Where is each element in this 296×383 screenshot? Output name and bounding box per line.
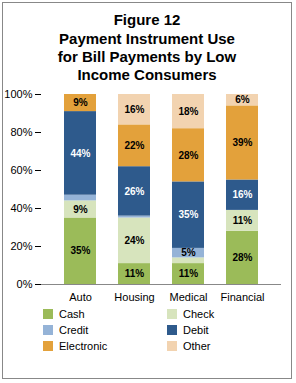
html-text:Payment Instrument Use for Bil: Payment Instrument Use for Bill Payments… bbox=[57, 30, 237, 83]
html-text:Figure 12: Figure 12 bbox=[113, 11, 181, 28]
svg-text:0%: 0% bbox=[17, 278, 33, 290]
svg-text:9%: 9% bbox=[73, 204, 88, 215]
html-text:Cash: Cash bbox=[59, 308, 85, 320]
svg-text:28%: 28% bbox=[232, 252, 252, 263]
svg-text:28%: 28% bbox=[178, 150, 198, 161]
svg-text:18%: 18% bbox=[178, 106, 198, 117]
svg-text:9%: 9% bbox=[73, 97, 88, 108]
svg-text:26%: 26% bbox=[124, 186, 144, 197]
html-text:Other: Other bbox=[183, 340, 211, 352]
svg-text:80%: 80% bbox=[10, 126, 32, 138]
svg-text:11%: 11% bbox=[125, 268, 145, 279]
svg-text:22%: 22% bbox=[124, 140, 144, 151]
html-text:Electronic: Electronic bbox=[59, 340, 108, 352]
svg-text:24%: 24% bbox=[124, 235, 144, 246]
svg-text:44%: 44% bbox=[70, 148, 90, 159]
html-text:Check: Check bbox=[183, 308, 215, 320]
html-text:Credit: Credit bbox=[59, 324, 89, 336]
svg-text:11%: 11% bbox=[179, 268, 199, 279]
html-text:Debit: Debit bbox=[183, 324, 209, 336]
svg-text:40%: 40% bbox=[10, 202, 32, 214]
svg-text:39%: 39% bbox=[232, 137, 252, 148]
svg-text:Financial: Financial bbox=[220, 291, 264, 303]
svg-text:Housing: Housing bbox=[114, 291, 154, 303]
svg-text:Auto: Auto bbox=[69, 291, 92, 303]
svg-text:35%: 35% bbox=[178, 209, 198, 220]
svg-text:20%: 20% bbox=[10, 240, 32, 252]
svg-text:60%: 60% bbox=[10, 164, 32, 176]
svg-text:Medical: Medical bbox=[170, 291, 208, 303]
svg-text:16%: 16% bbox=[124, 104, 144, 115]
svg-text:16%: 16% bbox=[232, 189, 252, 200]
svg-text:100%: 100% bbox=[4, 88, 32, 100]
svg-text:5%: 5% bbox=[181, 247, 196, 258]
svg-text:6%: 6% bbox=[235, 94, 250, 105]
svg-text:35%: 35% bbox=[70, 245, 90, 256]
svg-text:11%: 11% bbox=[233, 215, 253, 226]
